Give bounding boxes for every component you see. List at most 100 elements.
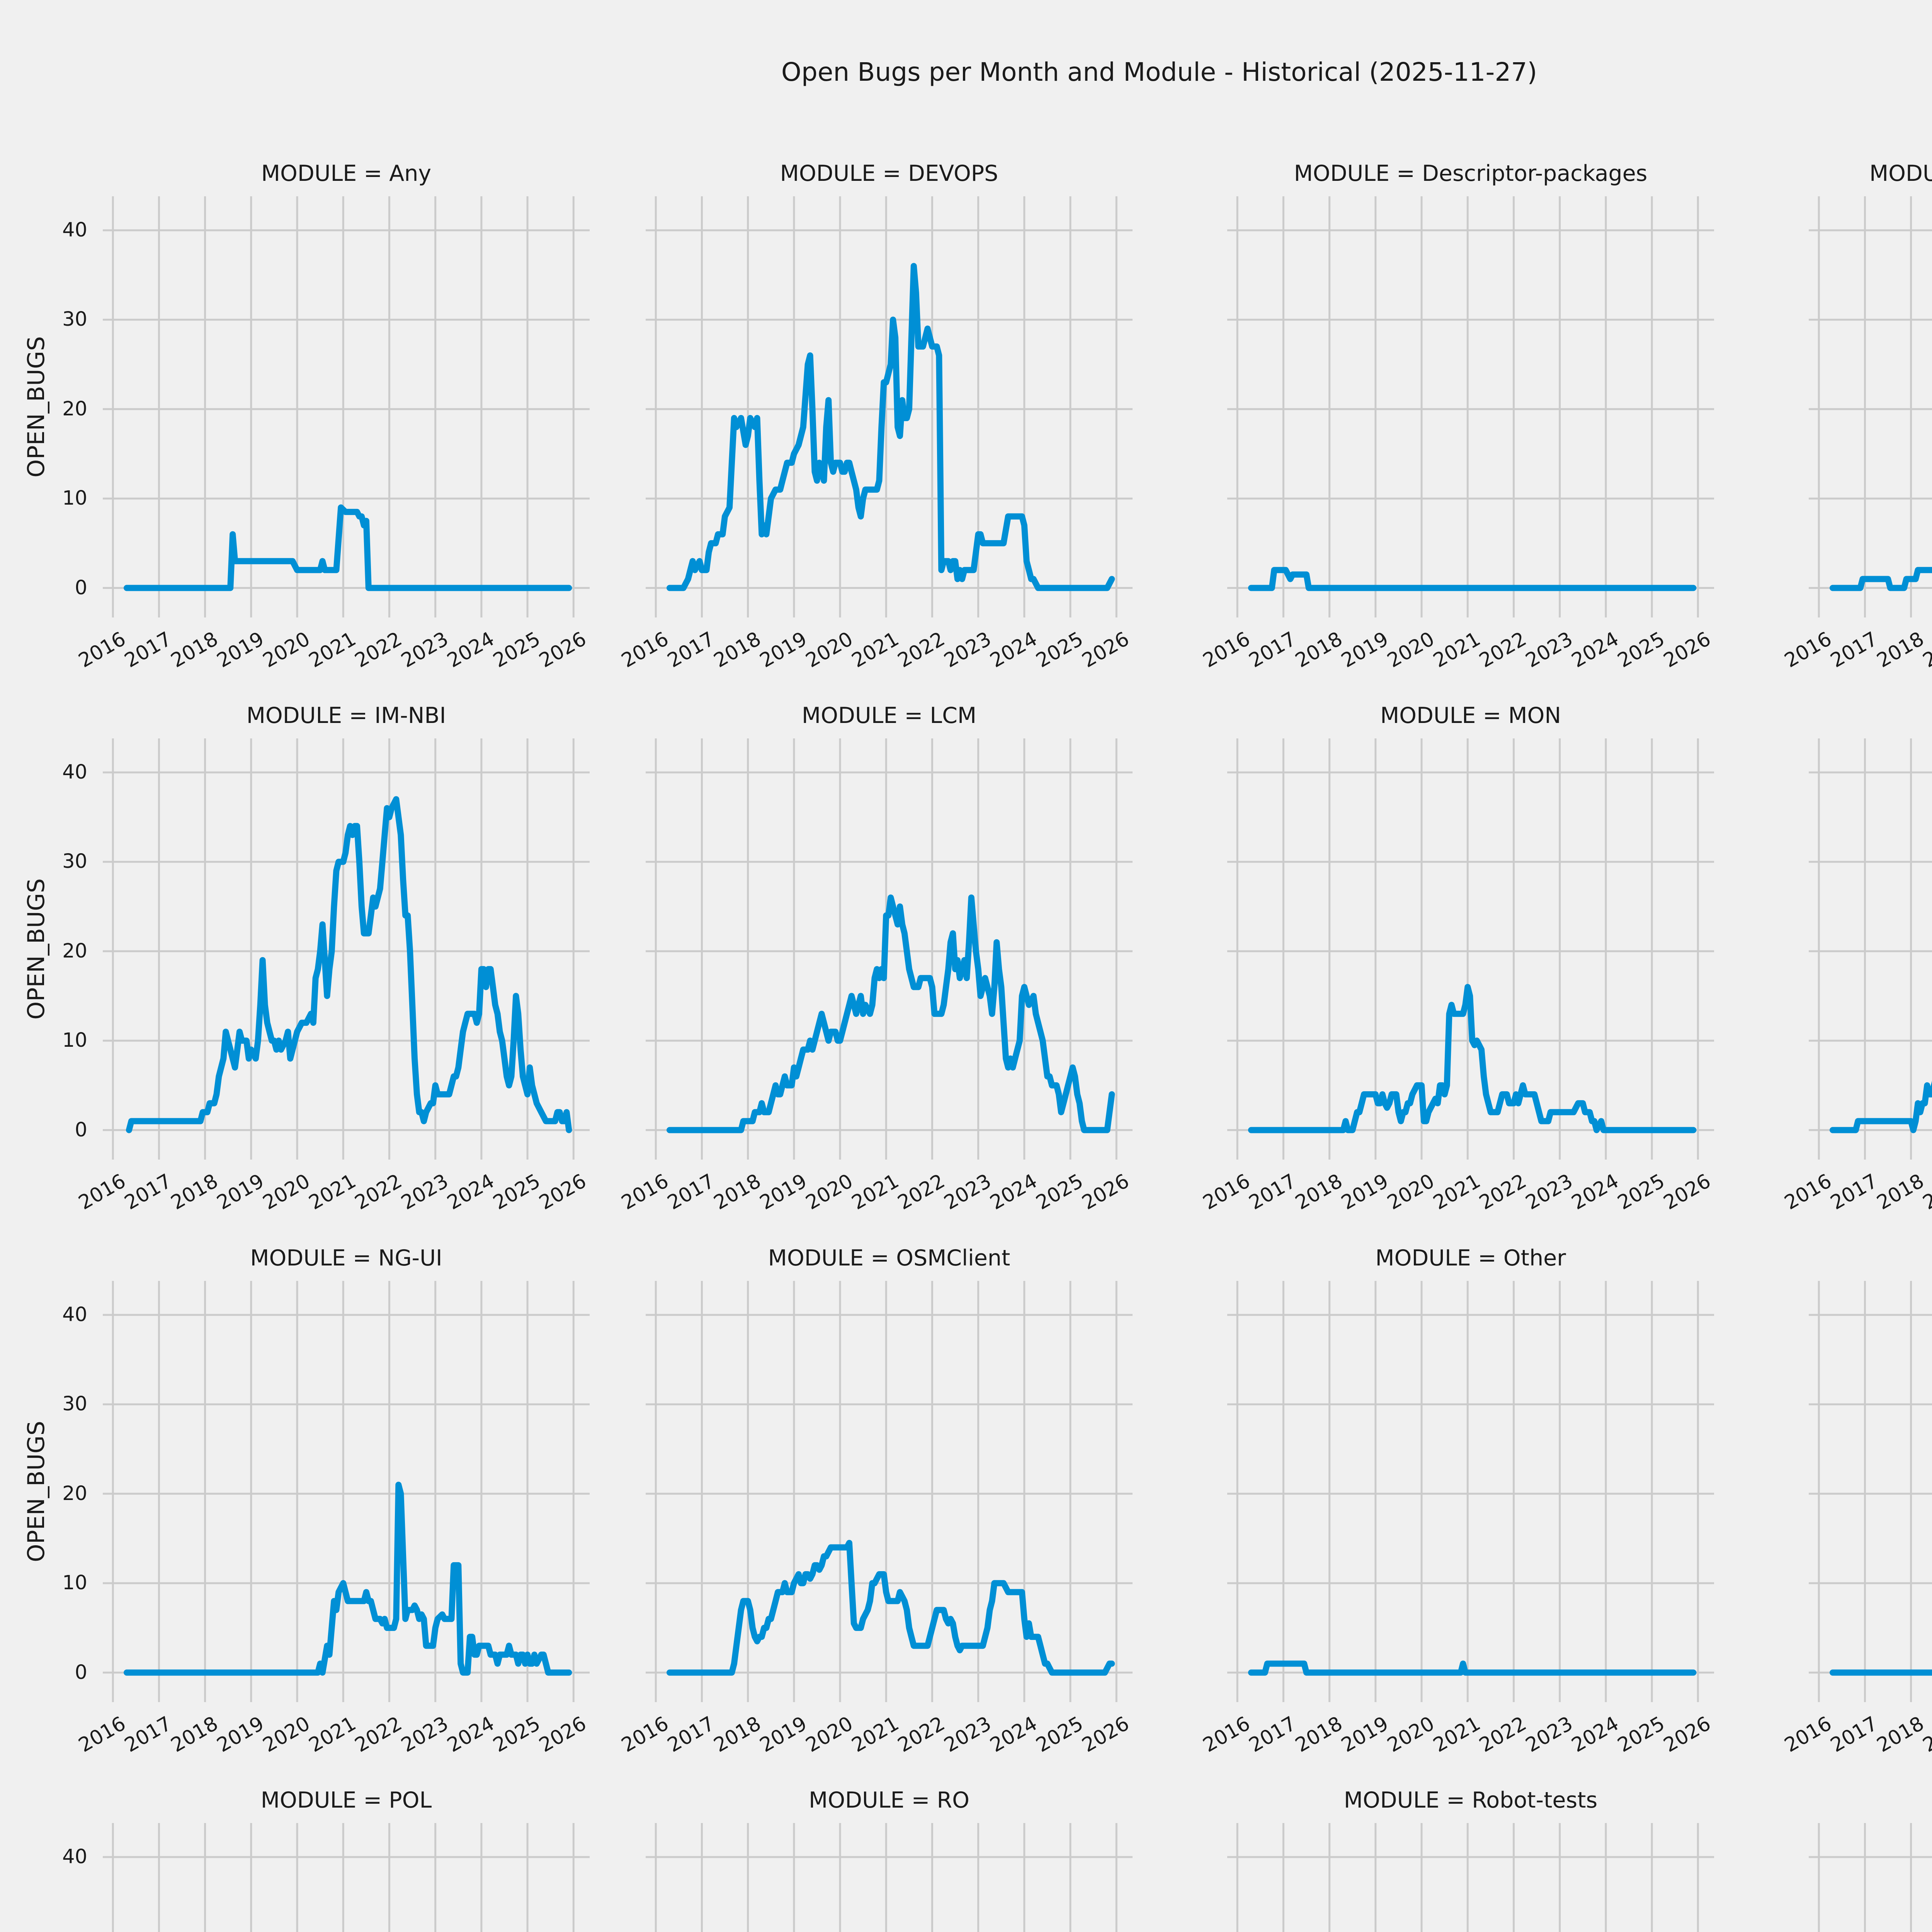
facet-title-devops: MODULE = DEVOPS: [780, 161, 998, 186]
facet-plot-mon: [1227, 738, 1714, 1160]
y-tick-label: 10: [62, 1029, 87, 1052]
facet-plot-documentation-wiki: [1809, 196, 1932, 617]
facet-plot-n2vc: [1809, 738, 1932, 1160]
x-tick-label: 2017: [121, 1170, 176, 1214]
x-tick-label: 2018: [1873, 1712, 1928, 1757]
x-tick-label: 2018: [1873, 628, 1928, 672]
facet-title-any: MODULE = Any: [261, 161, 432, 186]
facet-title-robot-tests: MODULE = Robot-tests: [1344, 1787, 1598, 1813]
open-bugs-line-devops: [667, 263, 1115, 591]
x-tick-label: 2021: [848, 1170, 903, 1214]
facet-title-ng-ui: MODULE = NG-UI: [250, 1245, 442, 1271]
facet-plot-pla: [1809, 1281, 1932, 1702]
x-tick-label: 2021: [1429, 628, 1485, 672]
y-tick-label: 30: [62, 850, 87, 873]
x-tick-label: 2019: [213, 1712, 268, 1757]
facet-plot-ro: [646, 1823, 1133, 1932]
y-tick-label: 0: [75, 1118, 87, 1141]
facet-plot-devops: [646, 196, 1133, 617]
y-tick-label: 0: [75, 576, 87, 599]
facet-plot-pol: [103, 1823, 590, 1932]
x-tick-label: 2017: [1245, 628, 1300, 672]
x-tick-label: 2022: [351, 1712, 406, 1757]
x-tick-label: 2024: [443, 1170, 498, 1214]
facet-title-other: MODULE = Other: [1375, 1245, 1566, 1271]
x-tick-label: 2019: [1337, 1170, 1393, 1214]
x-tick-label: 2025: [1614, 628, 1669, 672]
facet-plot-other: [1227, 1281, 1714, 1702]
x-tick-label: 2021: [1429, 1170, 1485, 1214]
x-tick-label: 2016: [1781, 628, 1836, 672]
x-tick-label: 2025: [1032, 628, 1087, 672]
x-tick-label: 2024: [986, 1712, 1041, 1757]
open-bugs-line-descriptor-packages: [1248, 567, 1697, 591]
x-tick-label: 2016: [617, 628, 673, 672]
facet-plot-im-nbi: [103, 738, 590, 1160]
x-tick-label: 2022: [1476, 1712, 1531, 1757]
x-tick-label: 2021: [305, 1170, 360, 1214]
x-tick-label: 2020: [802, 628, 857, 672]
x-tick-label: 2024: [443, 1712, 498, 1757]
x-tick-label: 2018: [1291, 1712, 1347, 1757]
x-tick-label: 2025: [1614, 1170, 1669, 1214]
y-tick-label: 20: [62, 1482, 87, 1505]
x-tick-label: 2016: [75, 1170, 130, 1214]
x-tick-label: 2024: [1568, 1712, 1623, 1757]
x-tick-label: 2018: [1291, 628, 1347, 672]
x-tick-label: 2017: [121, 1712, 176, 1757]
x-tick-label: 2018: [1291, 1170, 1347, 1214]
x-tick-label: 2025: [1032, 1170, 1087, 1214]
x-tick-label: 2022: [1476, 628, 1531, 672]
facet-title-pol: MODULE = POL: [260, 1787, 432, 1813]
y-axis-label: OPEN_BUGS: [23, 1421, 50, 1562]
facet-plot-unknown: [1809, 1823, 1932, 1932]
x-tick-label: 2022: [351, 1170, 406, 1214]
x-tick-label: 2018: [1873, 1170, 1928, 1214]
open-bugs-line-im-nbi: [126, 796, 572, 1133]
facet-title-osmclient: MODULE = OSMClient: [768, 1245, 1010, 1271]
y-tick-label: 30: [62, 1393, 87, 1416]
x-tick-label: 2026: [535, 1712, 590, 1757]
open-bugs-line-mon: [1248, 984, 1697, 1133]
x-tick-label: 2017: [121, 628, 176, 672]
x-tick-label: 2020: [1383, 1712, 1439, 1757]
x-tick-label: 2021: [848, 1712, 903, 1757]
y-axis-label: OPEN_BUGS: [23, 878, 50, 1020]
x-tick-label: 2020: [1383, 1170, 1439, 1214]
x-tick-label: 2017: [1827, 1170, 1882, 1214]
y-axis-label: OPEN_BUGS: [23, 336, 50, 478]
x-tick-label: 2022: [894, 1712, 949, 1757]
x-tick-label: 2017: [664, 1170, 719, 1214]
x-tick-label: 2021: [305, 628, 360, 672]
open-bugs-line-ng-ui: [124, 1481, 572, 1676]
page-title: Open Bugs per Month and Module - Histori…: [781, 57, 1537, 87]
x-tick-label: 2016: [75, 628, 130, 672]
x-tick-label: 2025: [489, 628, 544, 672]
x-tick-label: 2026: [1078, 628, 1133, 672]
facet-plot-descriptor-packages: [1227, 196, 1714, 617]
x-tick-label: 2023: [1522, 1712, 1577, 1757]
x-tick-label: 2026: [1660, 1170, 1715, 1214]
x-tick-label: 2023: [1522, 1170, 1577, 1214]
x-tick-label: 2018: [167, 1712, 222, 1757]
x-tick-label: 2019: [756, 628, 811, 672]
x-tick-label: 2019: [1337, 1712, 1393, 1757]
x-tick-label: 2020: [802, 1170, 857, 1214]
y-tick-label: 30: [62, 308, 87, 331]
y-tick-label: 20: [62, 939, 87, 963]
x-tick-label: 2017: [1827, 1712, 1882, 1757]
x-tick-label: 2016: [1781, 1712, 1836, 1757]
x-tick-label: 2021: [305, 1712, 360, 1757]
x-tick-label: 2019: [1337, 628, 1393, 672]
y-tick-label: 0: [75, 1661, 87, 1684]
y-tick-label: 20: [62, 397, 87, 420]
open-bugs-line-pla: [1830, 1669, 1932, 1676]
facet-title-pla: MODULE = PLA: [1809, 1245, 1932, 1271]
x-tick-label: 2017: [1245, 1170, 1300, 1214]
x-tick-label: 2019: [213, 1170, 268, 1214]
x-tick-label: 2026: [1660, 628, 1715, 672]
x-tick-label: 2017: [664, 1712, 719, 1757]
x-tick-label: 2025: [489, 1712, 544, 1757]
x-tick-label: 2024: [1568, 1170, 1623, 1214]
